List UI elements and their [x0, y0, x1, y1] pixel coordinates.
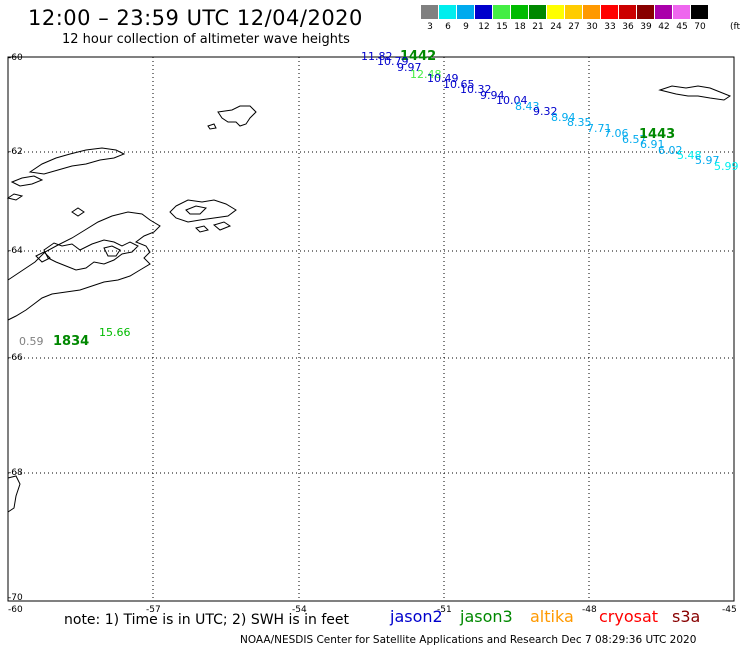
lon-label: -54: [292, 605, 307, 615]
wave-height-label: 5.99: [714, 160, 739, 173]
graticule: [8, 57, 734, 601]
lat-labels: -60 -62 -64 -66 -68 -70: [8, 53, 23, 603]
legend-label: 70: [694, 22, 706, 32]
wave-height-label: 6.57: [622, 133, 647, 146]
coastline: [6, 85, 732, 513]
wave-height-label: 10.32: [460, 83, 492, 96]
legend-label: 24: [550, 22, 562, 32]
wave-height-label: 5.48: [677, 149, 702, 162]
map-subtitle: 12 hour collection of altimeter wave hei…: [62, 32, 350, 47]
wave-height-label: 9.97: [397, 61, 422, 74]
lat-label: -70: [8, 593, 23, 603]
wave-height-label: 6.91: [640, 138, 665, 151]
map-frame: [7, 56, 735, 602]
legend-label: 18: [514, 22, 526, 32]
lon-label: -60: [8, 605, 23, 615]
wave-height-label: 12.48: [410, 68, 442, 81]
wave-height-label: 9.32: [533, 105, 558, 118]
legend-swatch: [583, 5, 600, 19]
map-title: 12:00 – 23:59 UTC 12/04/2020: [28, 6, 363, 30]
legend-label: 45: [676, 22, 688, 32]
legend-swatch: [475, 5, 492, 19]
lat-label: -66: [8, 353, 23, 363]
legend-swatch: [619, 5, 636, 19]
lon-label: -57: [146, 605, 161, 615]
legend-swatch: [511, 5, 528, 19]
satellite-cryosat: cryosat: [599, 607, 659, 626]
legend-label: 12: [478, 22, 490, 32]
legend-label: 27: [568, 22, 580, 32]
wave-height-label: 5.97: [695, 154, 720, 167]
lat-label: -62: [8, 147, 23, 157]
legend-label: 33: [604, 22, 616, 32]
legend-unit: (ft): [730, 22, 740, 32]
wave-height-label: 8.43: [515, 100, 540, 113]
lat-label: -60: [8, 53, 23, 63]
legend-swatch: [547, 5, 564, 19]
legend-label: 3: [427, 22, 433, 32]
wave-height-label: 10.65: [443, 78, 475, 91]
satellite-altika: altika: [530, 607, 574, 626]
lon-label: -45: [722, 605, 737, 615]
legend-swatch: [439, 5, 456, 19]
legend-swatch: [529, 5, 546, 19]
legend-label: 42: [658, 22, 670, 32]
satellite-s3a: s3a: [672, 607, 701, 626]
legend-label: 30: [586, 22, 598, 32]
wave-height-label: 10.79: [377, 55, 409, 68]
legend-swatch: [493, 5, 510, 19]
wave-height-label: 15.66: [99, 326, 131, 339]
lon-label: -51: [437, 605, 452, 615]
legend-swatch: [601, 5, 618, 19]
satellite-jason2: jason2: [390, 607, 443, 626]
legend-label: 9: [463, 22, 469, 32]
legend-swatch: [421, 5, 438, 19]
wave-height-label: 8.35: [567, 116, 592, 129]
legend-swatch: [673, 5, 690, 19]
wave-observations: 11.82 1442 10.79 9.97 12.48 10.49 10.65 …: [19, 49, 739, 349]
legend-swatch: [457, 5, 474, 19]
time-label: 1442: [400, 49, 436, 64]
lat-label: -68: [8, 468, 23, 478]
wave-height-label: 11.82: [361, 50, 393, 63]
wave-height-label: 10.04: [496, 94, 528, 107]
credit-line: NOAA/NESDIS Center for Satellite Applica…: [240, 634, 697, 646]
legend-label: 6: [445, 22, 451, 32]
lon-label: -48: [582, 605, 597, 615]
note-text: note: 1) Time is in UTC; 2) SWH is in fe…: [64, 612, 350, 628]
legend-label: 36: [622, 22, 634, 32]
time-label: 1443: [639, 127, 675, 142]
wave-height-label: 7.06: [604, 127, 629, 140]
lon-labels: -60 -57 -54 -51 -48 -45: [8, 605, 737, 615]
wave-height-label: 8.94: [551, 111, 576, 124]
legend-swatch: [565, 5, 582, 19]
wave-height-label: 10.49: [427, 72, 459, 85]
wave-height-label: 6.02: [658, 144, 683, 157]
legend-swatch: [691, 5, 708, 19]
wave-height-label: 0.59: [19, 335, 44, 348]
legend-label: 21: [532, 22, 544, 32]
legend-label: 15: [496, 22, 508, 32]
time-label: 1834: [53, 334, 89, 349]
wave-height-label: 7.71: [587, 122, 612, 135]
legend-label: 39: [640, 22, 652, 32]
lat-label: -64: [8, 246, 23, 256]
legend-swatch: [637, 5, 654, 19]
legend-swatch: [655, 5, 672, 19]
wave-height-label: 9.94: [480, 89, 505, 102]
satellite-jason3: jason3: [460, 607, 513, 626]
